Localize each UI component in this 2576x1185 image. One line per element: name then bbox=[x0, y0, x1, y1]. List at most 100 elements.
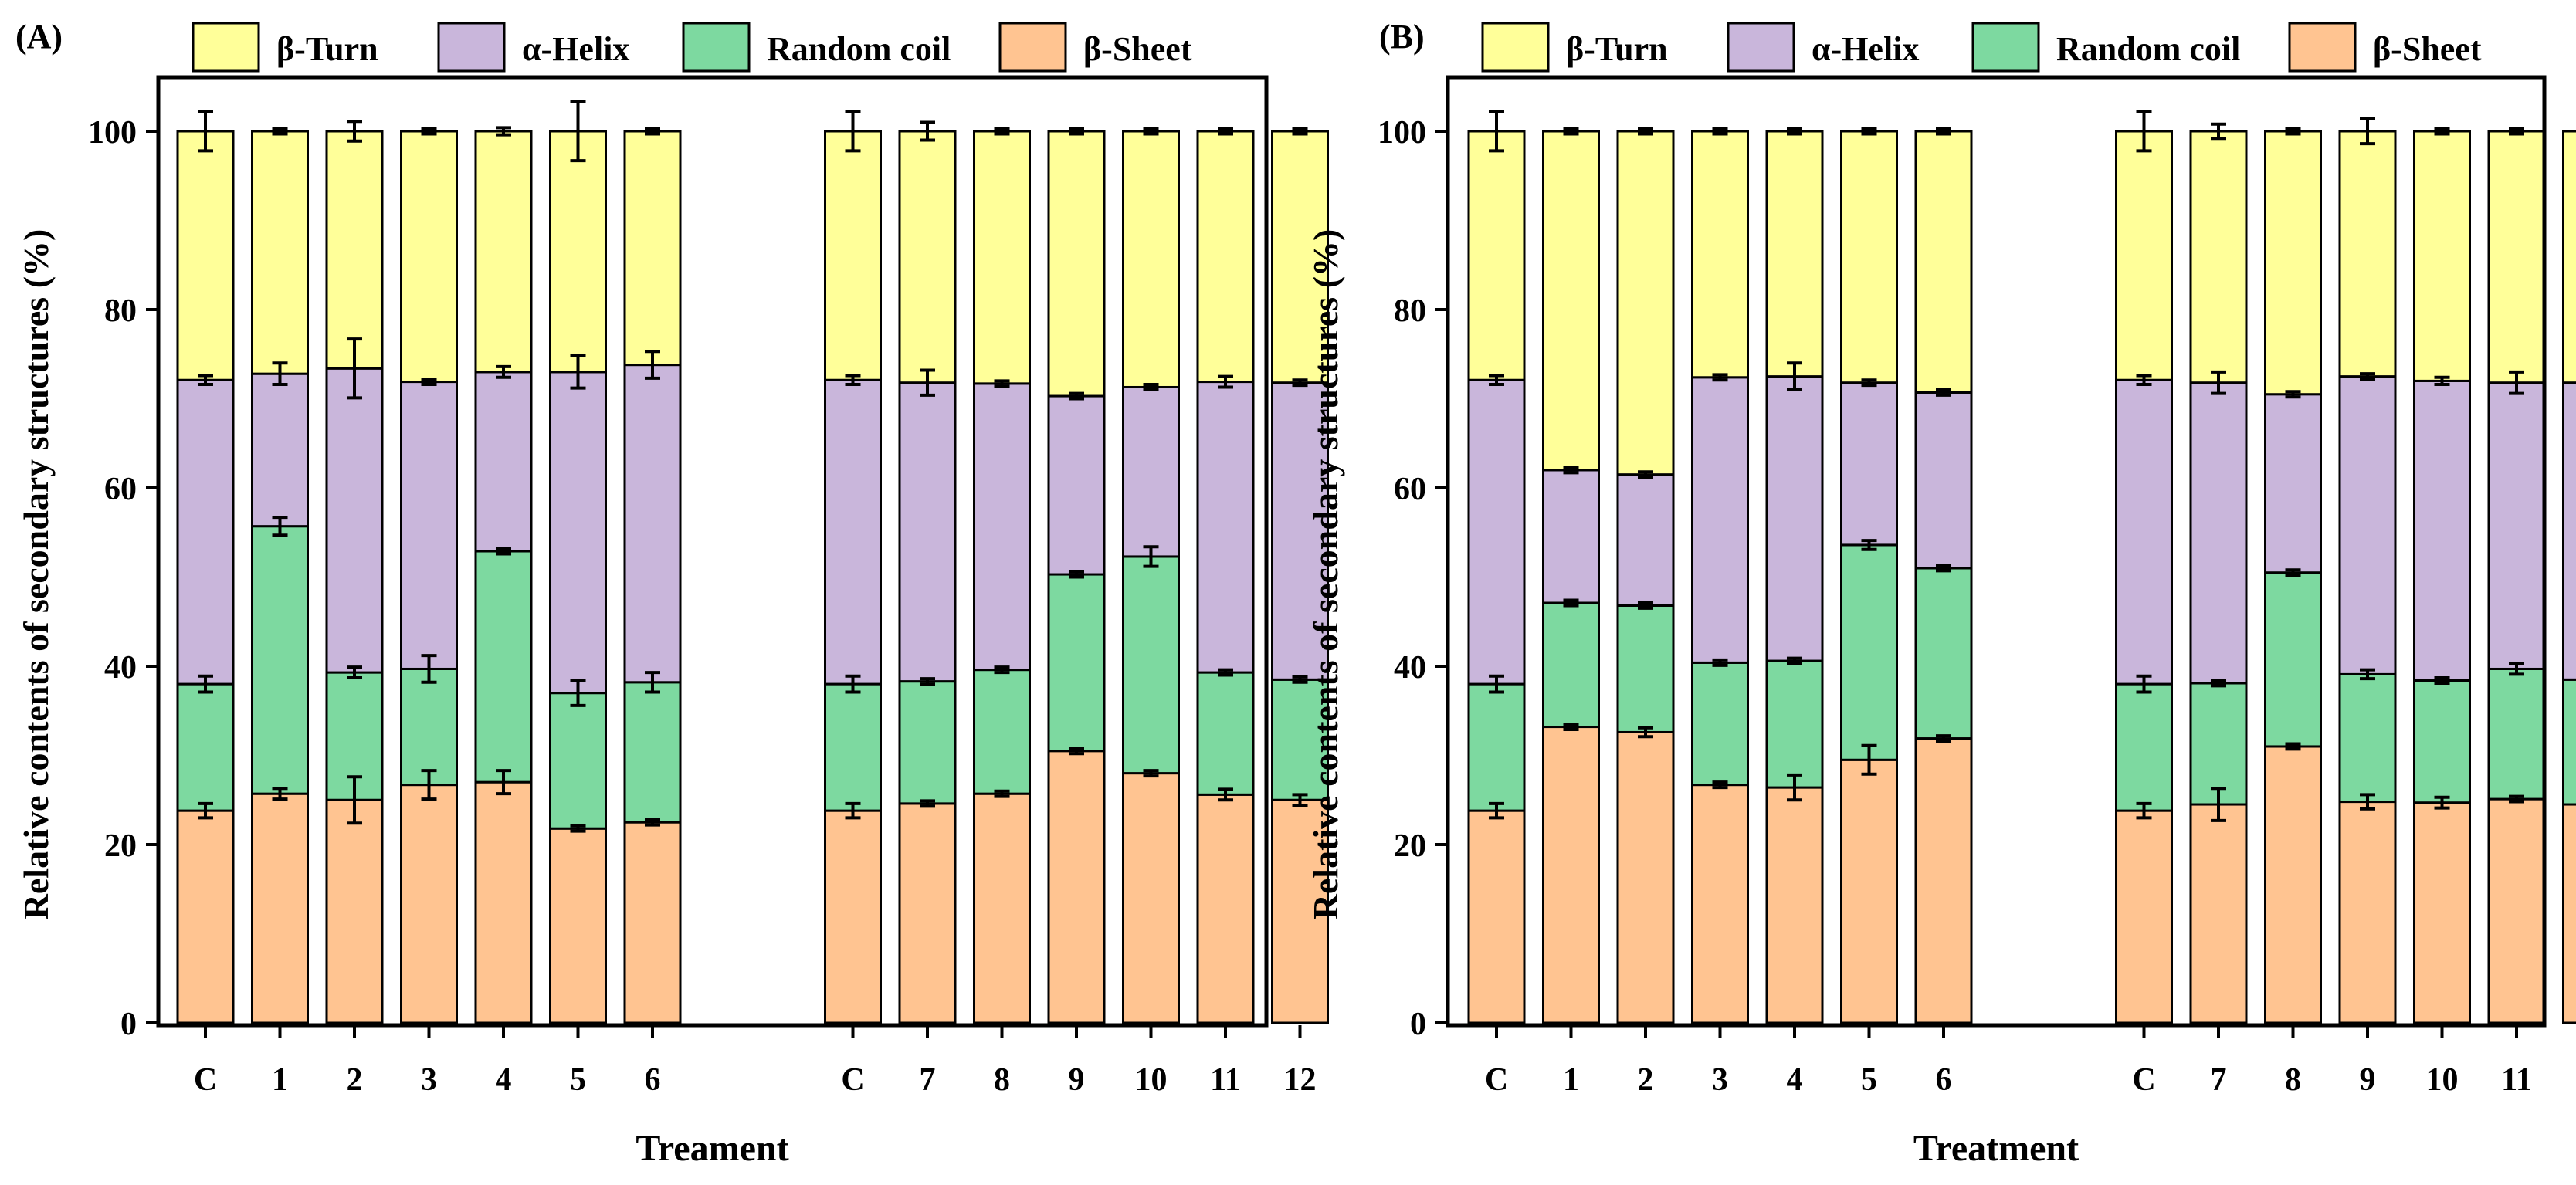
panel-b-error-bar-sheet-4 bbox=[1712, 780, 1728, 790]
panel-a-bar-coil-13 bbox=[1196, 671, 1255, 796]
panel-b-error-bar-sheet-8 bbox=[2136, 801, 2152, 820]
panel-a-bar-coil-4 bbox=[400, 667, 458, 787]
panel-a-error-bar-turn-9 bbox=[920, 120, 935, 142]
panel-b-bar-sheet-8 bbox=[2115, 809, 2173, 1024]
panel-b-legend-swatch-turn bbox=[1481, 22, 1550, 73]
panel-b-bar-helix-14 bbox=[2562, 381, 2576, 681]
panel-b-xtick-label-8: C bbox=[2132, 1062, 2155, 1098]
panel-a-error-bar-helix-7 bbox=[645, 350, 660, 380]
panel-b-bar-helix-11 bbox=[2338, 375, 2397, 675]
panel-a-bar-sheet-10 bbox=[973, 792, 1031, 1024]
panel-b-bar-helix-8 bbox=[2115, 378, 2173, 686]
panel-a-bar-helix-3 bbox=[325, 367, 384, 674]
panel-a-error-bar-turn-8 bbox=[845, 110, 861, 153]
panel-a-error-bar-turn-6 bbox=[570, 100, 586, 163]
panel-b-bar-turn-14 bbox=[2562, 130, 2576, 384]
panel-b-error-bar-helix-10 bbox=[2285, 390, 2301, 399]
panel-a-bar-sheet-13 bbox=[1196, 793, 1255, 1024]
panel-a-error-bar-coil-6 bbox=[570, 679, 586, 707]
panel-a-error-bar-helix-12 bbox=[1143, 383, 1159, 391]
panel-a-error-bar-coil-1 bbox=[198, 674, 213, 694]
panel-b-bar-turn-3 bbox=[1616, 130, 1675, 476]
panel-b-error-bar-sheet-12 bbox=[2434, 795, 2450, 810]
panel-b-error-bar-turn-13 bbox=[2509, 127, 2524, 136]
panel-a-xtick-label-4: 3 bbox=[421, 1062, 437, 1098]
panel-b-error-bar-coil-9 bbox=[2211, 679, 2226, 688]
panel-a-error-bar-helix-6 bbox=[570, 354, 586, 390]
panel-b-error-bar-sheet-1 bbox=[1489, 801, 1504, 820]
panel-b-chart: (B) β-Turn α-Helix Random coil β-Sheet 0 20 40 6… bbox=[1306, 18, 2576, 1169]
panel-a-error-bar-sheet-4 bbox=[421, 769, 437, 801]
panel-b-bar-sheet-3 bbox=[1616, 730, 1675, 1024]
panel-a-bar-helix-12 bbox=[1122, 385, 1180, 558]
panel-a-bar-turn-12 bbox=[1122, 130, 1180, 388]
panel-a-legend-label-sheet: β-Sheet bbox=[1083, 30, 1192, 68]
panel-a-error-bar-helix-8 bbox=[845, 374, 861, 387]
panel-a-xtick-label-8: C bbox=[841, 1062, 864, 1098]
panel-a-x-axis-title: Treament bbox=[636, 1128, 788, 1169]
panel-a-error-bar-coil-9 bbox=[920, 677, 935, 686]
panel-a-bar-turn-5 bbox=[474, 130, 533, 374]
panel-a-error-bar-coil-2 bbox=[272, 516, 288, 537]
panel-a-ytick-label-100: 100 bbox=[88, 115, 137, 151]
panel-b-error-bar-turn-12 bbox=[2434, 127, 2450, 136]
panel-b-bar-coil-8 bbox=[2115, 682, 2173, 812]
panel-b-error-bar-sheet-3 bbox=[1638, 726, 1653, 739]
panel-b-bar-sheet-12 bbox=[2413, 801, 2471, 1024]
panel-b-bar-turn-4 bbox=[1691, 130, 1749, 379]
panel-a-xtick-label-7: 6 bbox=[645, 1062, 661, 1098]
panel-a-error-bar-coil-3 bbox=[347, 665, 362, 680]
panel-b-error-bar-turn-8 bbox=[2136, 110, 2152, 153]
panel-a-error-bar-coil-7 bbox=[645, 671, 660, 694]
panel-b-error-bar-helix-5 bbox=[1787, 361, 1802, 391]
panel-b-legend-label-coil: Random coil bbox=[2056, 30, 2240, 68]
panel-a-error-bar-sheet-8 bbox=[845, 801, 861, 820]
panel-a-ytick-label-20: 20 bbox=[104, 828, 137, 864]
panel-a-error-bar-coil-8 bbox=[845, 674, 861, 694]
panel-a-bar-sheet-6 bbox=[549, 827, 607, 1024]
panel-a-error-bar-helix-3 bbox=[347, 337, 362, 400]
panel-b-y-axis-title: Relative contents of secondary structure… bbox=[1306, 229, 1345, 920]
panel-b-bar-turn-8 bbox=[2115, 130, 2173, 381]
panel-b-ytick-label-40: 40 bbox=[1394, 650, 1426, 686]
panel-b-error-bar-helix-8 bbox=[2136, 374, 2152, 387]
panel-a-xtick-label-11: 9 bbox=[1069, 1062, 1085, 1098]
panel-a-bar-helix-5 bbox=[474, 371, 533, 553]
panel-a-error-bar-sheet-2 bbox=[272, 787, 288, 801]
panel-b-legend-swatch-coil bbox=[1971, 22, 2040, 73]
panel-a-error-bar-turn-3 bbox=[347, 120, 362, 143]
panel-a-bar-turn-9 bbox=[898, 130, 957, 384]
panel-b-bar-turn-10 bbox=[2264, 130, 2322, 396]
panel-b-error-bar-coil-3 bbox=[1638, 601, 1653, 610]
panel-b-bar-sheet-9 bbox=[2189, 803, 2248, 1024]
panel-b-bar-turn-1 bbox=[1467, 130, 1526, 381]
panel-a-bar-helix-14 bbox=[1271, 381, 1329, 681]
panel-b-error-bar-sheet-13 bbox=[2509, 794, 2524, 804]
panel-a-xtick-label-3: 2 bbox=[347, 1062, 363, 1098]
panel-a-bar-turn-4 bbox=[400, 130, 458, 384]
panel-b-xtick-label-10: 8 bbox=[2285, 1062, 2301, 1098]
panel-b-error-bar-sheet-7 bbox=[1936, 734, 1951, 743]
panel-b-bar-coil-10 bbox=[2264, 571, 2322, 748]
panel-b-error-bar-sheet-6 bbox=[1861, 743, 1877, 776]
panel-a-bar-turn-13 bbox=[1196, 130, 1255, 384]
panel-a-error-bar-sheet-6 bbox=[570, 824, 586, 833]
panel-a-y-axis-title: Relative contents of secondary structure… bbox=[16, 229, 56, 920]
panel-a-bar-coil-7 bbox=[623, 681, 682, 824]
panel-a-bar-helix-11 bbox=[1047, 394, 1106, 576]
panel-a-error-bar-turn-12 bbox=[1143, 127, 1159, 136]
panel-a-bar-helix-6 bbox=[549, 371, 607, 695]
panel-b-error-bar-sheet-11 bbox=[2360, 793, 2375, 811]
panel-b-bar-helix-6 bbox=[1840, 381, 1898, 547]
panel-a-bar-sheet-14 bbox=[1271, 798, 1329, 1024]
panel-a-bar-turn-6 bbox=[549, 130, 607, 374]
panel-a-error-bar-helix-1 bbox=[198, 374, 213, 387]
panel-a-error-bar-turn-7 bbox=[645, 127, 660, 136]
panel-a-error-bar-sheet-13 bbox=[1218, 787, 1233, 802]
panel-a-label: (A) bbox=[15, 18, 63, 56]
panel-a-bar-helix-10 bbox=[973, 382, 1031, 672]
panel-b-bar-coil-13 bbox=[2487, 667, 2546, 801]
panel-b-bar-turn-9 bbox=[2189, 130, 2248, 384]
panel-a-bar-helix-9 bbox=[898, 381, 957, 683]
panel-b-ytick-label-0: 0 bbox=[1410, 1007, 1426, 1042]
